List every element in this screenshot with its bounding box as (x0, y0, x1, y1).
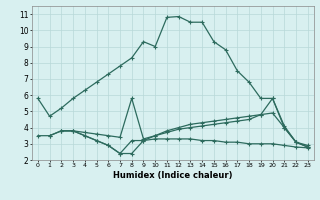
X-axis label: Humidex (Indice chaleur): Humidex (Indice chaleur) (113, 171, 233, 180)
